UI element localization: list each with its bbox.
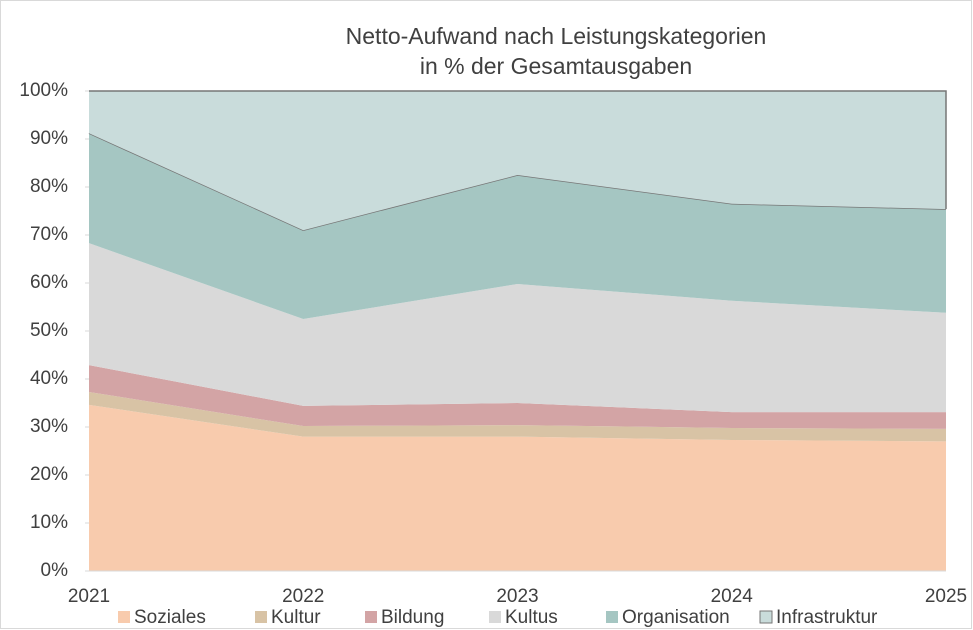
x-tick-label: 2024 [711,586,754,607]
legend-label: Infrastruktur [776,607,878,628]
area [89,365,946,429]
area [89,243,946,413]
y-tick-label: 40% [30,368,68,389]
x-tick-label: 2025 [925,586,967,607]
area [89,404,946,571]
legend-label: Bildung [381,607,444,628]
y-tick-label: 50% [30,320,68,341]
legend-label: Kultur [271,607,321,628]
y-tick-label: 60% [30,272,68,293]
legend-swatch [489,611,501,623]
y-tick-label: 0% [41,560,69,581]
legend-swatch [118,611,130,623]
chart-subtitle: in % der Gesamtausgaben [420,53,692,79]
y-tick-label: 10% [30,512,68,533]
y-tick-label: 20% [30,464,68,485]
area [89,391,946,442]
area-edge [89,90,947,210]
x-tick-label: 2022 [282,586,324,607]
x-tick-label: 2023 [496,586,538,607]
y-tick-label: 30% [30,416,68,437]
y-tick-label: 80% [30,176,68,197]
legend-label: Organisation [622,607,730,628]
legend-swatch [606,611,618,623]
y-tick-label: 70% [30,224,68,245]
legend-swatch [365,611,377,623]
area [89,133,946,319]
y-tick-label: 100% [19,80,68,101]
legend-label: Kultus [505,607,558,628]
y-tick-label: 90% [30,128,68,149]
chart-title: Netto-Aufwand nach Leistungskategorien [346,23,767,49]
legend-swatch [255,611,267,623]
x-tick-label: 2021 [68,586,110,607]
legend-label: Soziales [134,607,206,628]
area [89,91,946,231]
legend-swatch [759,610,773,624]
